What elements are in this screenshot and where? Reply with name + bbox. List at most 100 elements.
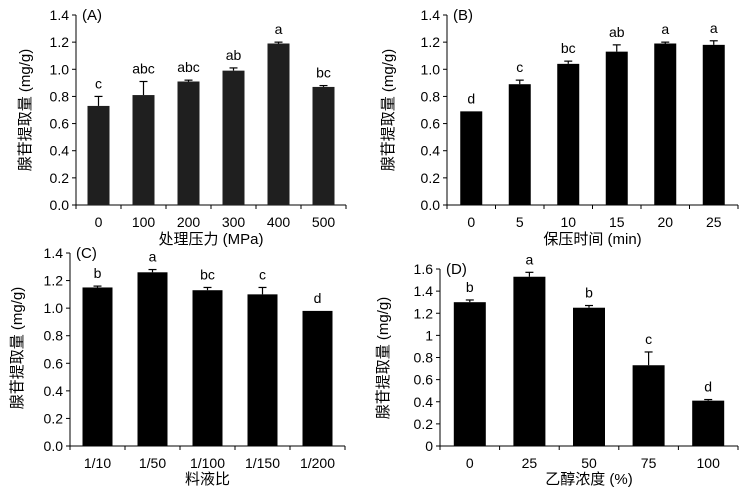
panel-label: (B) [453,7,473,24]
bar [267,43,290,205]
y-tick-label: 0.6 [50,116,70,132]
y-tick-label: 0.8 [50,88,70,104]
panel-label: (A) [82,7,102,24]
y-tick-label: 0.6 [421,116,441,132]
x-tick-label: 0 [95,214,103,230]
bar [460,111,483,205]
panel-label: (C) [76,245,97,262]
y-tick-label: 0.2 [50,170,70,186]
y-tick-label: 1 [425,327,433,343]
bar [192,290,223,446]
significance-letter: b [585,285,593,301]
significance-letter: a [275,21,283,37]
bar [508,84,531,205]
significance-letter: bc [316,65,331,81]
x-tick-label: 400 [267,214,291,230]
significance-letter: ab [609,24,625,40]
x-tick-label: 10 [560,214,576,230]
x-tick-label: 500 [312,214,336,230]
y-tick-label: 1.2 [414,305,434,321]
y-tick-label: 0.8 [421,88,441,104]
y-tick-label: 0 [425,438,433,454]
bar [177,81,200,205]
y-tick-label: 0.2 [421,170,441,186]
chart-panel-1: 0.00.20.40.60.81.01.21.4c0abc100abc200ab… [17,7,347,248]
x-axis-title: 保压时间 (min) [543,231,641,248]
x-tick-label: 20 [657,214,673,230]
chart-panel-4: 0 0.2 0.4 0.6 0.8 1 1.2 1.4 1.6 b 0 a 25 b 50 c 75 d 100 (D… [375,251,739,488]
x-axis-title: 乙醇浓度 (%) [545,471,633,488]
significance-letter: b [94,265,102,281]
bar [312,86,335,205]
significance-letter: c [645,331,652,347]
x-tick-label: 200 [177,214,201,230]
y-axis-title: 腺苷提取量 (mg/g) [9,287,26,410]
bar [605,51,628,206]
y-tick-label: 0.4 [421,143,441,159]
x-axis-title: 处理压力 (MPa) [158,231,263,248]
bar [692,400,725,446]
x-tick-label: 1/150 [245,455,280,471]
significance-letter: c [516,59,523,75]
x-tick-label: 100 [132,214,156,230]
x-tick-label: 5 [516,214,524,230]
bar [557,63,580,205]
significance-letter: a [149,249,157,265]
y-tick-label: 1.4 [421,7,441,23]
significance-letter: abc [177,59,200,75]
significance-letter: a [661,21,669,37]
y-axis-title: 腺苷提取量 (mg/g) [17,49,34,172]
bar [302,310,333,446]
x-tick-label: 25 [522,455,538,471]
y-tick-label: 0.4 [414,394,434,410]
y-tick-label: 1.2 [421,34,441,50]
chart-panel-2: 0.0 0.2 0.4 0.6 0.8 1.0 1.2 1.4 d 0 c 5 bc 10 ab 15 a 20 a… [380,7,739,248]
x-tick-label: 50 [581,455,597,471]
bar [137,272,168,446]
chart-panel-3: 0.0 0.2 0.4 0.6 0.8 1.0 1.2 1.4 b 1/10 a 1/50 bc 1/10… [9,245,346,488]
bar [573,307,605,446]
y-tick-label: 0.4 [50,143,70,159]
y-tick-label: 0.8 [414,350,434,366]
significance-letter: d [314,290,322,306]
significance-letter: b [466,279,474,295]
x-tick-label: 25 [706,214,722,230]
x-tick-label: 15 [609,214,625,230]
significance-letter: a [526,251,534,267]
y-tick-label: 0.2 [414,416,434,432]
bar [654,43,677,205]
y-tick-label: 0.0 [50,197,70,213]
y-tick-label: 1.4 [44,245,64,261]
bar [632,365,665,446]
x-tick-label: 75 [641,455,657,471]
panel-label: (D) [446,261,467,278]
y-tick-label: 1.0 [50,61,70,77]
x-tick-label: 100 [697,455,721,471]
x-tick-label: 1/10 [84,455,111,471]
y-axis-title: 腺苷提取量 (mg/g) [380,49,397,172]
y-tick-label: 1.4 [50,7,70,23]
x-tick-label: 0 [466,455,474,471]
y-tick-label: 0.0 [44,438,64,454]
bar [222,70,245,206]
y-tick-label: 1.0 [44,300,64,316]
y-tick-label: 1.6 [414,261,434,277]
bar [87,105,110,205]
bar [513,276,546,446]
bar [82,287,113,446]
bar [702,44,725,205]
significance-letter: d [704,379,712,395]
y-tick-label: 1.0 [421,61,441,77]
significance-letter: c [95,75,102,91]
x-axis-title: 料液比 [185,471,230,488]
x-tick-label: 1/200 [300,455,335,471]
significance-letter: a [710,20,718,36]
significance-letter: abc [132,61,155,77]
y-tick-label: 0.6 [44,355,64,371]
y-tick-label: 0.0 [421,197,441,213]
y-tick-label: 1.2 [44,273,64,289]
y-tick-label: 1.4 [414,283,434,299]
x-tick-label: 0 [467,214,475,230]
bar [132,95,155,205]
